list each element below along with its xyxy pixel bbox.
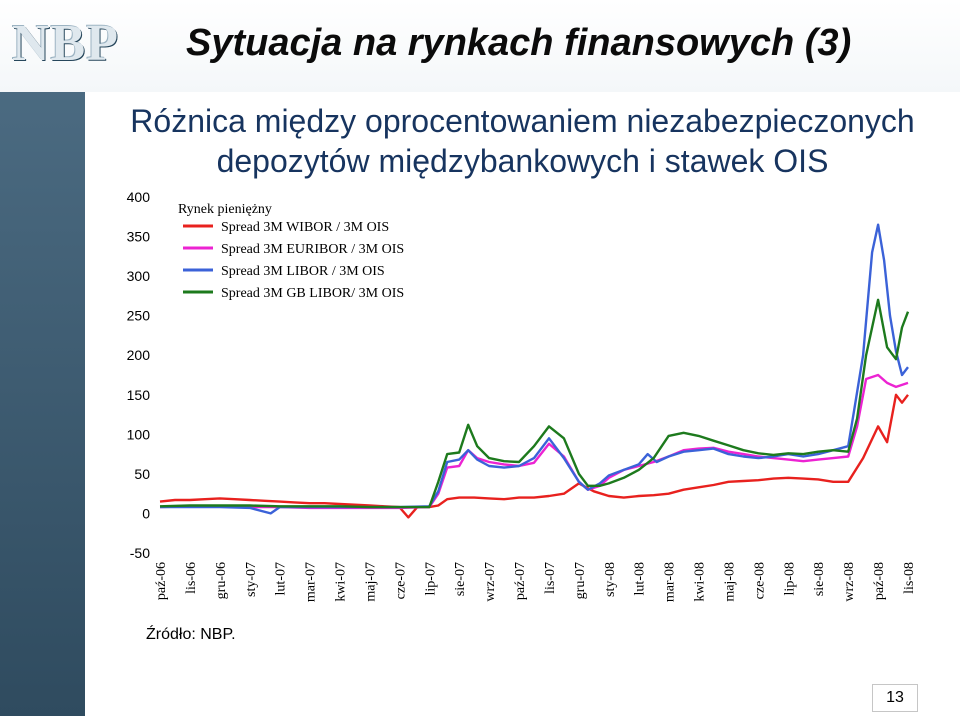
x-tick-label: paź-07	[513, 562, 528, 600]
x-tick-label: lis-07	[543, 562, 558, 594]
chart-title: Różnica między oprocentowaniem niezabezp…	[85, 101, 960, 181]
x-tick-label: kwi-08	[693, 562, 708, 602]
x-tick-label: mar-08	[663, 562, 678, 602]
x-tick-label: lis-06	[184, 562, 199, 594]
nbp-logo: NBP	[12, 15, 119, 72]
y-tick-label: 250	[127, 308, 151, 324]
legend: Rynek pieniężny Spread 3M WIBOR / 3M OIS…	[178, 202, 404, 301]
x-tick-label: sty-08	[603, 562, 618, 597]
x-tick-label: lip-08	[782, 562, 797, 595]
x-tick-label: gru-06	[214, 562, 229, 599]
x-tick-label: maj-07	[363, 562, 378, 602]
x-tick-label: wrz-07	[483, 562, 498, 602]
x-tick-label: lut-08	[633, 562, 648, 595]
x-tick-label: wrz-08	[842, 562, 857, 602]
y-tick-label: 0	[142, 505, 150, 521]
x-tick-label: maj-08	[722, 562, 737, 602]
y-tick-label: 400	[127, 189, 151, 205]
x-tick-label: paź-06	[154, 562, 169, 600]
source-note: Źródło: NBP.	[146, 626, 236, 643]
x-tick-label: gru-07	[573, 562, 588, 599]
x-tick-label: sty-07	[244, 562, 259, 597]
x-tick-label: sie-08	[812, 562, 827, 596]
y-tick-label: 350	[127, 229, 151, 245]
series-line-2	[159, 373, 909, 510]
x-tick-label: mar-07	[304, 562, 319, 602]
slide-title: Sytuacja na rynkach finansowych (3)	[186, 22, 852, 64]
y-tick-label: 100	[127, 426, 151, 442]
legend-label-2: Spread 3M EURIBOR / 3M OIS	[221, 242, 404, 257]
y-tick-label: 200	[127, 347, 151, 363]
chart-title-line-1: Różnica między oprocentowaniem niezabezp…	[130, 103, 915, 139]
legend-label-4: Spread 3M GB LIBOR/ 3M OIS	[221, 286, 404, 301]
y-axis-ticks: 400 350 300 250 200 150 100 50 0 -50	[127, 189, 151, 561]
series-lines	[159, 223, 910, 519]
legend-label-1: Spread 3M WIBOR / 3M OIS	[221, 220, 389, 235]
series-line-1	[159, 393, 909, 519]
page-number: 13	[872, 684, 918, 712]
y-tick-label: 50	[134, 466, 150, 482]
x-axis-ticks: paź-06 lis-06 gru-06 sty-07 lut-07 mar-07 kwi-…	[154, 562, 917, 602]
x-tick-label: kwi-07	[334, 562, 349, 602]
x-tick-label: cze-08	[752, 562, 767, 599]
x-tick-label: lut-07	[274, 562, 289, 595]
x-tick-label: paź-08	[872, 562, 887, 600]
x-tick-label: sie-07	[453, 562, 468, 596]
x-tick-label: lis-08	[902, 562, 917, 594]
header-band	[0, 0, 960, 92]
legend-title: Rynek pieniężny	[178, 202, 272, 217]
series-line-4	[159, 298, 910, 509]
legend-label-3: Spread 3M LIBOR / 3M OIS	[221, 264, 385, 279]
x-tick-label: lip-07	[423, 562, 438, 595]
y-tick-label: 150	[127, 387, 151, 403]
sidebar-band	[0, 0, 85, 716]
y-tick-label: 300	[127, 268, 151, 284]
chart-title-line-2: depozytów międzybankowych i stawek OIS	[216, 143, 829, 179]
y-tick-label: -50	[130, 545, 150, 561]
x-tick-label: cze-07	[393, 562, 408, 599]
